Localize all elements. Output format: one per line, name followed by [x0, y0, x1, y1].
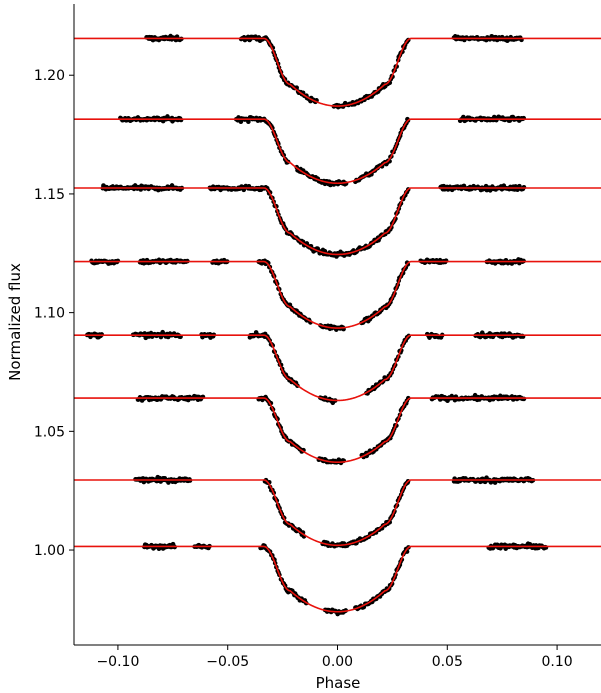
x-tick-label: 0.00 — [322, 654, 353, 670]
series-7 — [74, 474, 601, 549]
y-tick-label: 1.20 — [34, 68, 65, 84]
x-tick-label: 0.05 — [432, 654, 463, 670]
series-5 — [74, 329, 601, 406]
x-axis-label: Phase — [316, 674, 361, 692]
plot-marks — [74, 33, 601, 617]
model-line — [74, 545, 601, 613]
y-tick-label: 1.00 — [34, 543, 65, 559]
series-6 — [74, 392, 601, 466]
model-line — [74, 334, 601, 402]
axes: −0.10 −0.05 0.00 0.05 0.10 1.00 1.05 1.10 1.15 1.… — [34, 4, 601, 670]
data-point — [461, 114, 466, 120]
y-axis-label: Normalized flux — [6, 263, 24, 381]
series-1 — [74, 33, 601, 110]
series-4 — [74, 257, 601, 332]
data-point — [521, 396, 527, 402]
series-2 — [74, 114, 601, 188]
x-tick-label: 0.10 — [541, 654, 572, 670]
y-tick-label: 1.10 — [34, 306, 65, 322]
model-line — [74, 479, 601, 547]
model-line — [74, 37, 601, 107]
model-line — [74, 118, 601, 185]
series-8 — [74, 541, 601, 617]
model-line — [74, 397, 601, 464]
x-tick-label: −0.10 — [96, 654, 139, 670]
model-line — [74, 260, 601, 329]
y-tick-label: 1.05 — [34, 424, 65, 440]
series-3 — [74, 183, 601, 259]
x-tick-label: −0.05 — [206, 654, 249, 670]
model-line — [74, 187, 601, 256]
y-tick-label: 1.15 — [34, 187, 65, 203]
